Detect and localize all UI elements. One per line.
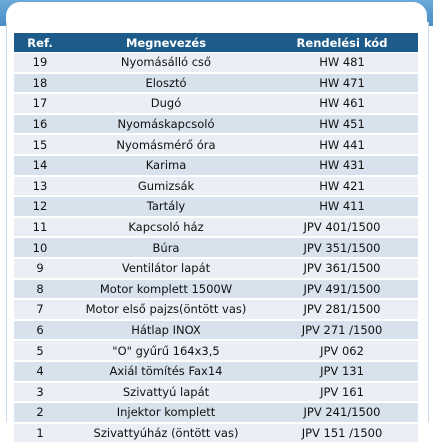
cell-ref: 15	[14, 135, 66, 155]
cell-name: Búra	[66, 238, 266, 258]
header-ref: Ref.	[14, 33, 66, 52]
table-row: 18 Elosztó HW 471	[14, 73, 418, 94]
table-row: 1 Szivattyúház (öntött vas) JPV 151 /1500	[14, 423, 418, 444]
table-row: 6 Hátlap INOX JPV 271 /1500	[14, 320, 418, 341]
cell-name: Ventilátor lapát	[66, 258, 266, 279]
cell-ref: 5	[14, 341, 66, 361]
header-order-code: Rendelési kód	[266, 33, 418, 52]
cell-name: Nyomáskapcsoló	[66, 114, 266, 135]
cell-name: Motor komplett 1500W	[66, 279, 266, 300]
cell-name: Nyomásálló cső	[66, 53, 266, 73]
cell-order-code: JPV 351/1500	[266, 238, 418, 258]
cell-order-code: HW 481	[266, 53, 418, 73]
table-row: 19 Nyomásálló cső HW 481	[14, 53, 418, 73]
cell-order-code: HW 461	[266, 94, 418, 114]
cell-name: Tartály	[66, 197, 266, 217]
cell-ref: 1	[14, 423, 66, 444]
cell-name: Injektor komplett	[66, 403, 266, 423]
cell-ref: 4	[14, 361, 66, 382]
parts-table: Ref. Megnevezés Rendelési kód 19 Nyomásál…	[14, 32, 418, 444]
cell-ref: 16	[14, 114, 66, 135]
table-row: 4 Axiál tömítés Fax14 JPV 131	[14, 361, 418, 382]
cell-ref: 19	[14, 53, 66, 73]
cell-ref: 13	[14, 176, 66, 197]
cell-ref: 12	[14, 197, 66, 217]
cell-ref: 8	[14, 279, 66, 300]
banner-curve	[6, 2, 427, 24]
cell-order-code: JPV 491/1500	[266, 279, 418, 300]
cell-name: Gumizsák	[66, 176, 266, 197]
table-row: 2 Injektor komplett JPV 241/1500	[14, 403, 418, 423]
table-row: 13 Gumizsák HW 421	[14, 176, 418, 197]
cell-name: Szivattyú lapát	[66, 382, 266, 403]
cell-order-code: JPV 361/1500	[266, 258, 418, 279]
table-row: 10 Búra JPV 351/1500	[14, 238, 418, 258]
header-name: Megnevezés	[66, 33, 266, 52]
table-row: 11 Kapcsoló ház JPV 401/1500	[14, 217, 418, 238]
cell-order-code: JPV 401/1500	[266, 217, 418, 238]
cell-order-code: JPV 062	[266, 341, 418, 361]
cell-order-code: HW 471	[266, 73, 418, 94]
table-row: 14 Karima HW 431	[14, 155, 418, 176]
cell-order-code: JPV 281/1500	[266, 300, 418, 320]
cell-ref: 9	[14, 258, 66, 279]
cell-name: Dugó	[66, 94, 266, 114]
cell-name: Szivattyúház (öntött vas)	[66, 423, 266, 444]
cell-ref: 11	[14, 217, 66, 238]
table-row: 12 Tartály HW 411	[14, 197, 418, 217]
cell-order-code: HW 431	[266, 155, 418, 176]
table-row: 15 Nyomásmérő óra HW 441	[14, 135, 418, 155]
table-header-row: Ref. Megnevezés Rendelési kód	[14, 33, 418, 52]
cell-ref: 14	[14, 155, 66, 176]
cell-order-code: JPV 241/1500	[266, 403, 418, 423]
table-row: 17 Dugó HW 461	[14, 94, 418, 114]
cell-ref: 2	[14, 403, 66, 423]
cell-order-code: JPV 161	[266, 382, 418, 403]
cell-name: Axiál tömítés Fax14	[66, 361, 266, 382]
cell-ref: 17	[14, 94, 66, 114]
table-row: 3 Szivattyú lapát JPV 161	[14, 382, 418, 403]
table-row: 5 "O" gyűrű 164x3,5 JPV 062	[14, 341, 418, 361]
table-row: 7 Motor első pajzs(öntött vas) JPV 281/150…	[14, 300, 418, 320]
cell-name: Hátlap INOX	[66, 320, 266, 341]
cell-order-code: HW 411	[266, 197, 418, 217]
cell-order-code: JPV 151 /1500	[266, 423, 418, 444]
table-row: 9 Ventilátor lapát JPV 361/1500	[14, 258, 418, 279]
cell-name: Karima	[66, 155, 266, 176]
cell-ref: 10	[14, 238, 66, 258]
table-row: 16 Nyomáskapcsoló HW 451	[14, 114, 418, 135]
cell-name: Motor első pajzs(öntött vas)	[66, 300, 266, 320]
cell-name: "O" gyűrű 164x3,5	[66, 341, 266, 361]
table-row: 8 Motor komplett 1500W JPV 491/1500	[14, 279, 418, 300]
cell-order-code: HW 451	[266, 114, 418, 135]
cell-name: Kapcsoló ház	[66, 217, 266, 238]
cell-ref: 3	[14, 382, 66, 403]
cell-order-code: JPV 131	[266, 361, 418, 382]
cell-ref: 7	[14, 300, 66, 320]
cell-order-code: JPV 271 /1500	[266, 320, 418, 341]
cell-name: Nyomásmérő óra	[66, 135, 266, 155]
cell-ref: 18	[14, 73, 66, 94]
cell-order-code: HW 441	[266, 135, 418, 155]
top-banner	[0, 0, 433, 26]
cell-order-code: HW 421	[266, 176, 418, 197]
cell-name: Elosztó	[66, 73, 266, 94]
cell-ref: 6	[14, 320, 66, 341]
